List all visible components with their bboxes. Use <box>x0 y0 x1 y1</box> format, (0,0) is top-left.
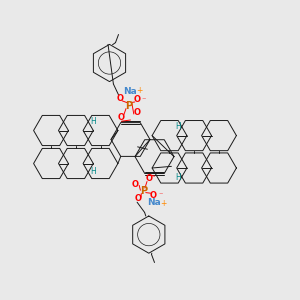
Text: H: H <box>90 167 96 176</box>
Text: O: O <box>134 108 141 117</box>
Text: O: O <box>150 190 157 200</box>
Text: O: O <box>135 194 142 203</box>
Text: Na: Na <box>147 198 161 207</box>
Text: H: H <box>90 117 96 126</box>
Text: Na: Na <box>123 87 137 96</box>
Text: O: O <box>116 94 124 103</box>
Text: H: H <box>176 122 182 131</box>
Text: O: O <box>146 174 153 183</box>
Text: ⁻: ⁻ <box>158 190 162 200</box>
Text: +: + <box>160 199 166 208</box>
Text: H: H <box>176 172 182 182</box>
Text: O: O <box>118 113 125 122</box>
Text: +: + <box>136 86 142 95</box>
Text: ⁻: ⁻ <box>142 95 146 104</box>
Text: P: P <box>125 100 132 111</box>
Text: P: P <box>140 186 147 196</box>
Text: O: O <box>132 180 139 189</box>
Text: O: O <box>134 95 141 104</box>
